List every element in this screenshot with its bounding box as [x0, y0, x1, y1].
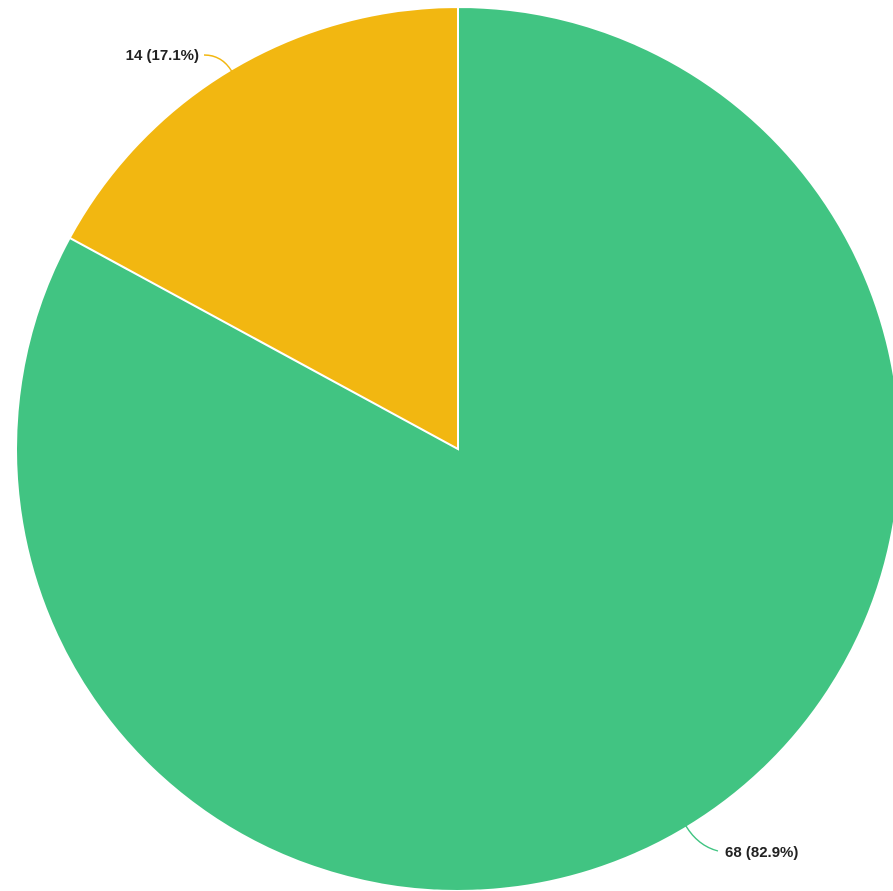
- pie-labels: 68 (82.9%) 14 (17.1%): [126, 47, 799, 861]
- pie-slice-14: [68, 5, 459, 451]
- leader-line-68: [685, 825, 719, 852]
- data-label-68: 68 (82.9%): [725, 844, 798, 861]
- pie-slices: [15, 5, 893, 891]
- leader-line-14: [203, 54, 233, 72]
- data-label-14: 14 (17.1%): [126, 47, 199, 64]
- pie-slice-68: [15, 5, 893, 891]
